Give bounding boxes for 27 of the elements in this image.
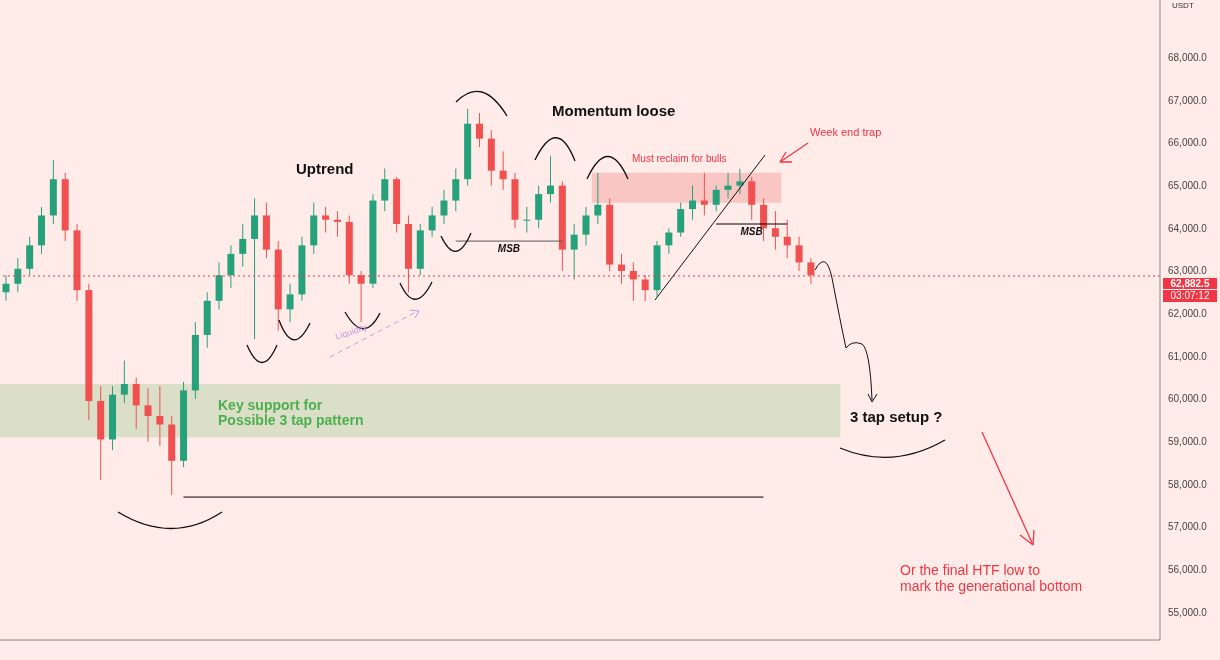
annotation: Liquidity <box>334 321 369 342</box>
ref-line-label: 62,882.5 <box>1163 277 1217 289</box>
y-tick-label: 59,000.0 <box>1168 436 1208 448</box>
ref-line-label: MSB <box>739 226 764 237</box>
y-tick-label: 60,000.0 <box>1168 393 1208 405</box>
y-tick-label: 67,000.0 <box>1168 94 1208 106</box>
annotation: 3 tap setup ? <box>850 408 943 426</box>
annotation: Or the final HTF low to mark the generational bottom <box>900 562 1083 595</box>
y-tick-label: 66,000.0 <box>1168 137 1208 149</box>
y-tick-label: 68,000.0 <box>1168 52 1208 64</box>
y-tick-label: 65,000.0 <box>1168 180 1208 192</box>
y-tick-label: 63,000.0 <box>1168 265 1208 277</box>
annotation: Momentum loose <box>552 102 676 120</box>
band-label: Key support for Possible 3 tap pattern <box>218 397 364 429</box>
y-tick-label: 61,000.0 <box>1168 350 1208 362</box>
text: 03:07:12 <box>1163 290 1217 302</box>
y-tick-label: 55,000.0 <box>1168 606 1208 618</box>
annotation: Uptrend <box>296 160 354 178</box>
ref-line-label: MSB <box>496 243 522 255</box>
band-label: Must reclaim for bulls <box>632 153 727 164</box>
y-tick-label: 64,000.0 <box>1168 222 1208 234</box>
annotation: Week end trap <box>810 126 882 139</box>
y-tick-label: 58,000.0 <box>1168 478 1208 490</box>
y-tick-label: 56,000.0 <box>1168 564 1208 576</box>
text: USDT <box>1172 1 1194 11</box>
y-tick-label: 62,000.0 <box>1168 308 1208 320</box>
y-tick-label: 57,000.0 <box>1168 521 1208 533</box>
